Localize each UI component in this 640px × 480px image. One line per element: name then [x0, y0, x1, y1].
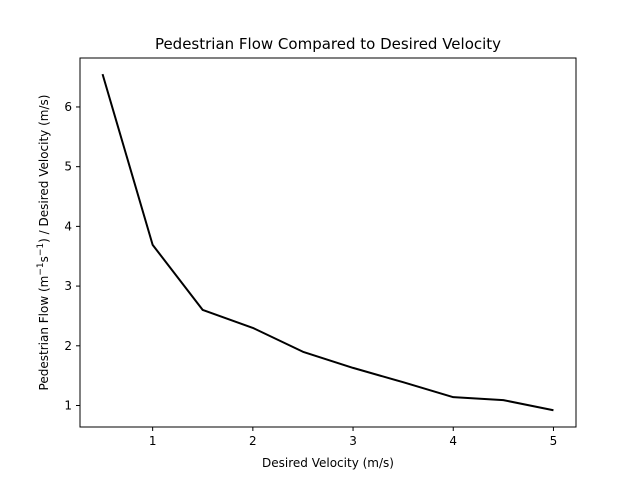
x-tick-label: 5 — [550, 434, 558, 448]
chart-title: Pedestrian Flow Compared to Desired Velo… — [155, 35, 501, 53]
data-layer — [101, 73, 554, 412]
y-axis: 1 2 3 4 5 6 — [64, 100, 80, 413]
y-axis-label-middle: s — [37, 256, 51, 262]
series-line-0 — [101, 73, 554, 412]
y-tick-label: 2 — [64, 339, 72, 353]
x-tick-label: 1 — [149, 434, 157, 448]
x-tick-label: 2 — [249, 434, 257, 448]
y-tick-label: 5 — [64, 160, 72, 174]
x-axis-label: Desired Velocity (m/s) — [262, 456, 394, 470]
y-tick-label: 1 — [64, 399, 72, 413]
x-tick-label: 4 — [449, 434, 457, 448]
y-axis-label-suffix: ) / Desired Velocity (m/s) — [37, 95, 51, 243]
plot-frame — [79, 57, 577, 428]
y-axis-label-superscript-1: −1 — [36, 262, 46, 275]
y-tick-label: 3 — [64, 279, 72, 293]
y-axis-label-superscript-2: −1 — [36, 243, 46, 256]
x-axis: 1 2 3 4 5 — [149, 427, 557, 448]
x-tick-label: 3 — [349, 434, 357, 448]
y-axis-label-prefix: Pedestrian Flow (m — [37, 276, 51, 391]
y-tick-label: 4 — [64, 219, 72, 233]
y-axis-label: Pedestrian Flow (m−1s−1) / Desired Veloc… — [36, 95, 51, 391]
y-tick-label: 6 — [64, 100, 72, 114]
